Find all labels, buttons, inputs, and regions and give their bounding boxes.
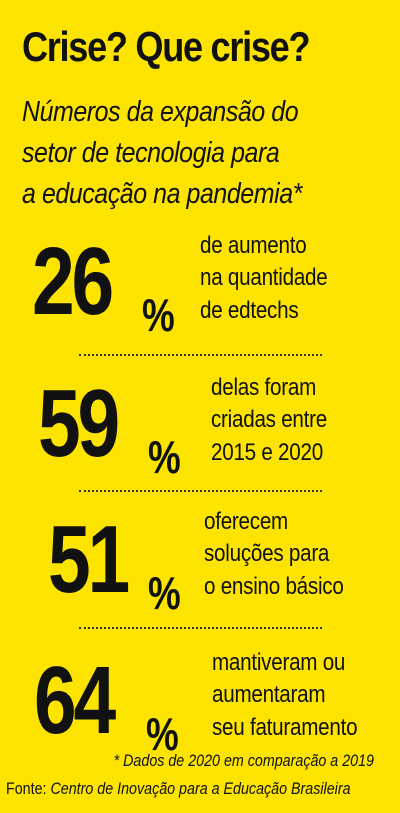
- footnote: * Dados de 2020 em comparação a 2019: [113, 751, 374, 770]
- title: Crise? Que crise?: [22, 23, 311, 70]
- stat-description-line: soluções para: [204, 540, 330, 568]
- stat-description-line: aumentaram: [212, 681, 326, 709]
- subtitle-line: Números da expansão do: [22, 96, 299, 128]
- stat-percent-sign: %: [148, 567, 181, 619]
- stat-description: mantiveram ou aumentaram seu faturamento: [212, 647, 358, 744]
- stat-description-line: mantiveram ou: [212, 649, 346, 676]
- stat-percent-sign: %: [142, 289, 175, 341]
- stat-percent-sign: %: [146, 708, 179, 760]
- stat-description-line: 2015 e 2020: [211, 438, 323, 466]
- stat-description-line: de edtechs: [200, 296, 299, 324]
- subtitle-line: setor de tecnologia para: [22, 137, 280, 170]
- stat-number: 59: [38, 370, 120, 477]
- stat-description: oferecem soluções para o ensino básico: [204, 506, 344, 603]
- source-name: Centro de Inovação para a Educação Brasi…: [50, 779, 351, 798]
- stat-description-line: o ensino básico: [204, 572, 344, 600]
- stat-description-line: delas foram: [211, 374, 317, 401]
- stat-description: delas foram criadas entre 2015 e 2020: [211, 372, 327, 469]
- stat-description-line: de aumento: [200, 232, 307, 259]
- subtitle-line: a educação na pandemia*: [22, 178, 302, 211]
- stat-number: 26: [32, 228, 114, 335]
- dotted-separator: [79, 354, 322, 356]
- source-label: Fonte:: [6, 779, 51, 798]
- source-credit: Fonte: Centro de Inovação para a Educaçã…: [6, 779, 351, 799]
- dotted-separator: [79, 627, 322, 629]
- stat-description-line: na quantidade: [200, 264, 328, 292]
- stat-number: 64: [34, 647, 116, 754]
- stat-percent-sign: %: [148, 431, 181, 483]
- dotted-separator: [79, 490, 322, 492]
- subtitle: Números da expansão do setor de tecnolog…: [22, 92, 302, 216]
- stat-description-line: oferecem: [204, 508, 288, 535]
- stat-description-line: seu faturamento: [212, 713, 358, 741]
- stat-description-line: criadas entre: [211, 406, 327, 434]
- stat-description: de aumento na quantidade de edtechs: [200, 230, 328, 327]
- stat-number: 51: [48, 506, 130, 613]
